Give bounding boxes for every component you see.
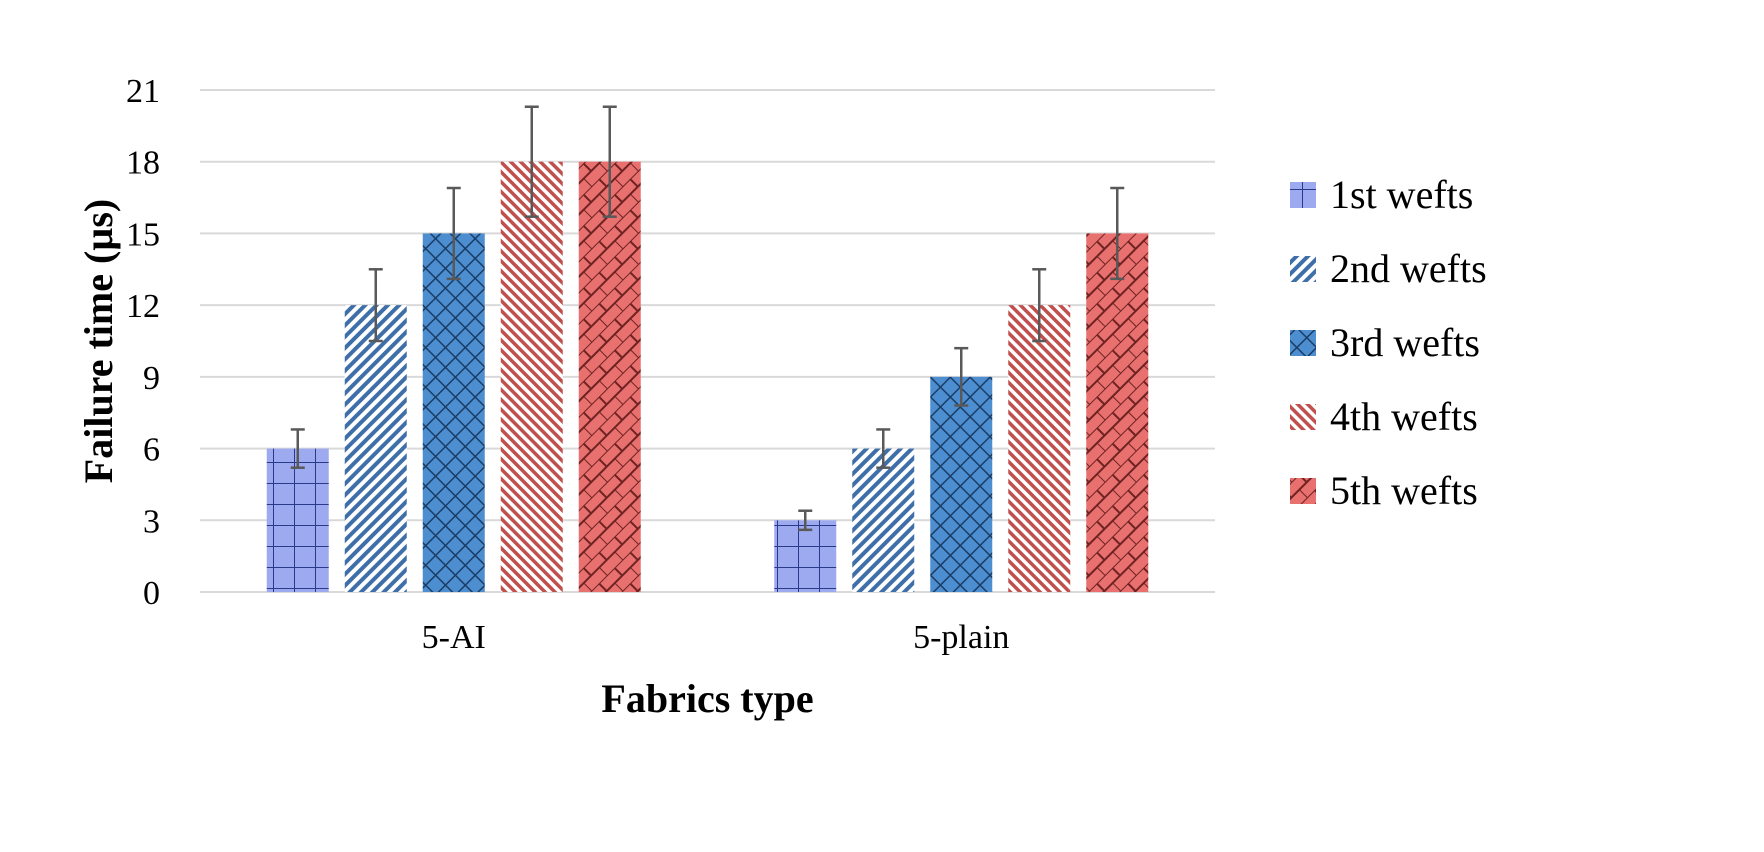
y-tick-label: 18 bbox=[126, 145, 160, 182]
x-category-label: 5-plain bbox=[913, 619, 1009, 656]
bar-3rd-wefts-5-ai bbox=[422, 233, 485, 592]
bar-4th-wefts-5-ai bbox=[500, 161, 563, 592]
legend-swatch bbox=[1290, 478, 1316, 504]
error-bars bbox=[290, 105, 1125, 532]
y-axis-title: Failure time (µs) bbox=[76, 199, 121, 483]
legend-swatch bbox=[1290, 256, 1316, 282]
bar-1st-wefts-5-plain bbox=[774, 520, 837, 592]
bars bbox=[266, 161, 1149, 592]
y-tick-label: 3 bbox=[143, 503, 160, 540]
legend: 1st wefts 2nd wefts 3rd wefts 4th wefts 5th … bbox=[1290, 172, 1487, 513]
legend-item: 3rd wefts bbox=[1290, 320, 1480, 365]
y-tick-label: 15 bbox=[126, 216, 160, 253]
y-axis-ticks: 0 3 6 9 12 15 18 21 bbox=[126, 73, 160, 612]
legend-item: 5th wefts bbox=[1290, 468, 1478, 513]
legend-item: 1st wefts bbox=[1290, 172, 1473, 217]
y-tick-label: 0 bbox=[143, 575, 160, 612]
legend-label: 5th wefts bbox=[1330, 468, 1478, 513]
error-bar bbox=[446, 186, 461, 281]
error-bar bbox=[954, 346, 969, 407]
bar-2nd-wefts-5-ai bbox=[344, 305, 407, 592]
error-bar bbox=[1032, 268, 1047, 343]
legend-item: 4th wefts bbox=[1290, 394, 1478, 439]
legend-label: 4th wefts bbox=[1330, 394, 1478, 439]
bar-3rd-wefts-5-plain bbox=[930, 376, 993, 592]
error-bar bbox=[602, 105, 617, 218]
legend-swatch bbox=[1290, 404, 1316, 430]
bar-4th-wefts-5-plain bbox=[1008, 305, 1071, 592]
legend-swatch bbox=[1290, 182, 1316, 208]
legend-label: 2nd wefts bbox=[1330, 246, 1487, 291]
x-axis-categories: 5-AI 5-plain bbox=[422, 619, 1010, 656]
y-tick-label: 12 bbox=[126, 288, 160, 325]
x-category-label: 5-AI bbox=[422, 619, 486, 656]
error-bar bbox=[290, 428, 305, 469]
bar-1st-wefts-5-ai bbox=[266, 448, 329, 592]
legend-label: 3rd wefts bbox=[1330, 320, 1480, 365]
legend-label: 1st wefts bbox=[1330, 172, 1473, 217]
error-bar bbox=[876, 428, 891, 469]
x-axis-title: Fabrics type bbox=[601, 676, 813, 721]
bar-5th-wefts-5-plain bbox=[1086, 233, 1149, 592]
y-tick-label: 9 bbox=[143, 360, 160, 397]
error-bar bbox=[798, 509, 813, 532]
error-bar bbox=[1110, 186, 1125, 281]
error-bar bbox=[524, 105, 539, 218]
bar-5th-wefts-5-ai bbox=[578, 161, 641, 592]
error-bar bbox=[368, 268, 383, 343]
y-tick-label: 6 bbox=[143, 432, 160, 469]
bar-2nd-wefts-5-plain bbox=[852, 448, 915, 592]
legend-swatch bbox=[1290, 330, 1316, 356]
legend-item: 2nd wefts bbox=[1290, 246, 1487, 291]
y-tick-label: 21 bbox=[126, 73, 160, 110]
